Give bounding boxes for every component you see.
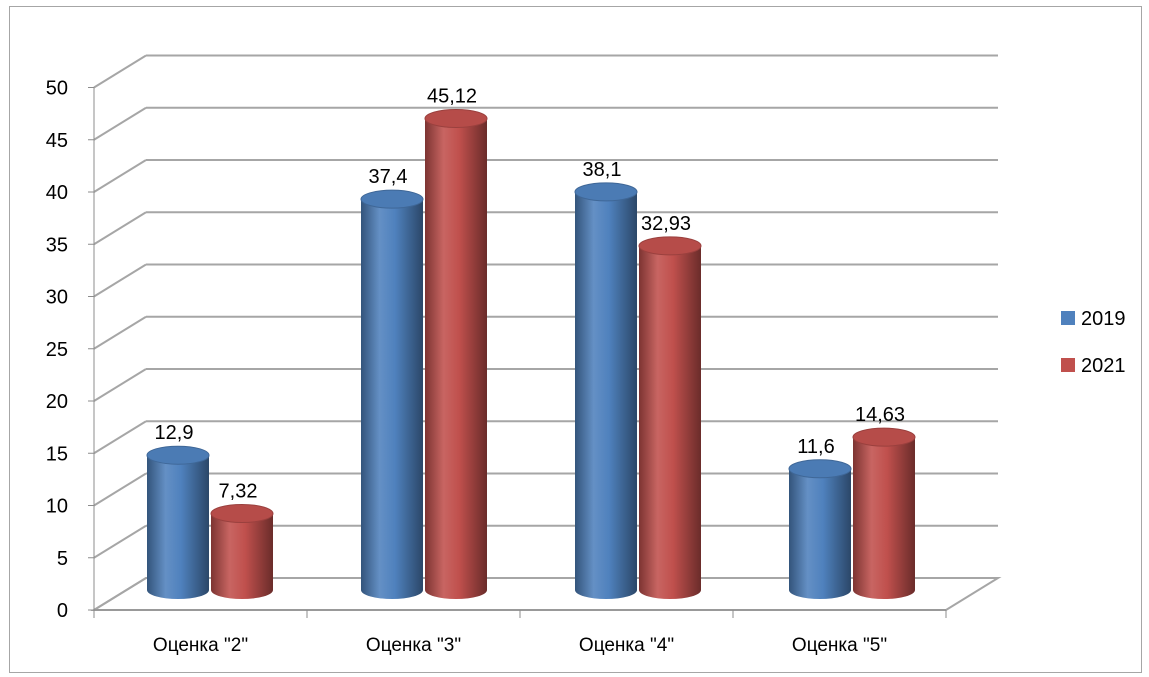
bar-top-2021-1	[210, 504, 274, 524]
bar-2021-3	[639, 245, 701, 599]
bar-2019-4	[789, 468, 851, 599]
x-category-label: Оценка "5"	[792, 635, 887, 656]
data-label-2021-1: 7,32	[219, 481, 258, 503]
y-tick-label: 25	[46, 339, 68, 361]
data-label-2019-4: 11,6	[797, 436, 834, 458]
bar-2021-2	[425, 118, 487, 599]
y-tick-label: 40	[46, 182, 68, 204]
data-label-2021-2: 45,12	[427, 85, 477, 107]
gridline-side	[93, 54, 147, 89]
y-tick-label: 15	[46, 443, 68, 465]
bar-top-2019-1	[146, 445, 210, 465]
gridline-side	[93, 263, 147, 298]
x-category-label: Оценка "4"	[579, 635, 674, 656]
gridline-side	[93, 315, 147, 350]
axis-layer: 0 5 10 15 20 25 30 35 40 45 50 Оценка "2" Оценка "3"…	[46, 78, 947, 656]
data-label-2019-1: 12,9	[155, 422, 194, 444]
bar-top-2021-4	[852, 427, 916, 447]
bar-2019-3	[575, 191, 637, 600]
y-tick-label: 10	[46, 496, 68, 518]
bar-top-2019-2	[360, 189, 424, 209]
x-category-label: Оценка "2"	[153, 635, 248, 656]
data-label-2019-2: 37,4	[369, 166, 408, 188]
y-tick-label: 5	[57, 548, 68, 570]
bar-2019-1	[147, 455, 209, 599]
bar-top-2019-4	[788, 459, 852, 479]
bar-layer	[146, 108, 916, 600]
bar-2021-4	[853, 437, 915, 599]
legend-layer: 2019 2021	[1061, 308, 1126, 377]
y-tick-label: 35	[46, 234, 68, 256]
gridline-side	[93, 472, 147, 507]
y-tick-label: 50	[46, 78, 68, 100]
data-label-2021-4: 14,63	[855, 404, 905, 426]
gridline-side	[93, 106, 147, 141]
bar-top-2019-3	[574, 182, 638, 202]
data-label-2021-3: 32,93	[641, 213, 691, 235]
gridline-side	[93, 420, 147, 455]
y-tick-label: 45	[46, 130, 68, 152]
gridline-side	[93, 159, 147, 193]
bar-2019-2	[361, 199, 423, 600]
label-layer: 12,9 7,32 37,4 45,12 38,1 32,93 11,6 14,63	[155, 85, 906, 502]
gridline-side	[93, 368, 147, 402]
bar-2021-1	[211, 513, 273, 599]
y-tick-label: 0	[57, 600, 68, 622]
gridline-side	[93, 211, 147, 246]
legend-label-2019: 2019	[1081, 308, 1126, 330]
bar-top-2021-3	[638, 236, 702, 256]
y-tick-label: 20	[46, 391, 68, 413]
data-label-2019-3: 38,1	[583, 159, 622, 181]
y-tick-label: 30	[46, 287, 68, 309]
x-category-label: Оценка "3"	[366, 635, 461, 656]
legend-label-2021: 2021	[1081, 355, 1126, 377]
bar-top-2021-2	[424, 108, 488, 128]
legend-swatch-2021	[1061, 358, 1075, 372]
gridline-side	[93, 524, 147, 559]
legend-swatch-2019	[1061, 311, 1075, 325]
